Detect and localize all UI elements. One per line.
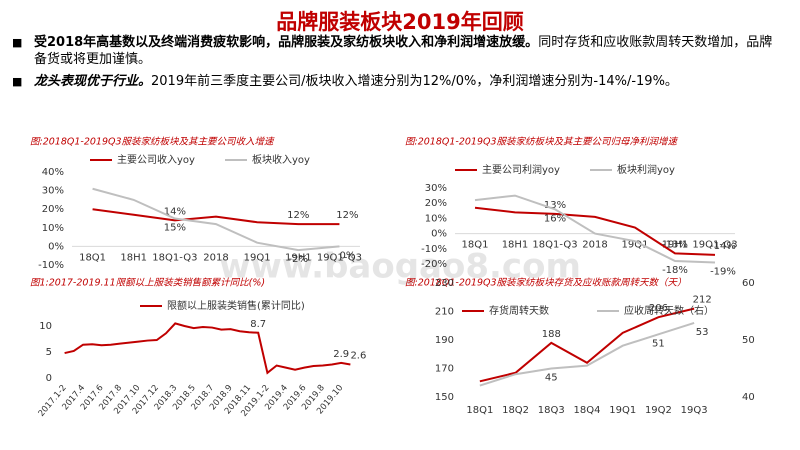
series-line xyxy=(479,321,695,387)
y-tick-label: 20% xyxy=(425,198,447,209)
x-tick-label: 18Q1 xyxy=(466,405,493,416)
bullet-bold: 龙头表现优于行业。 xyxy=(34,74,152,89)
y-tick-label: -20% xyxy=(421,259,447,270)
x-tick-label: 19H1 xyxy=(285,252,312,263)
y-tick-label: 0% xyxy=(431,229,447,240)
y-tick-label: 20% xyxy=(42,204,64,215)
series-line xyxy=(92,208,340,226)
y-tick-label: 190 xyxy=(435,335,454,346)
x-tick-label: 19Q3 xyxy=(681,405,708,416)
data-label: 13% xyxy=(544,200,566,211)
x-tick-label: 19Q1 xyxy=(609,405,636,416)
data-label: 53 xyxy=(696,327,709,338)
data-label: -19% xyxy=(710,266,736,277)
x-tick-label: 18Q1-Q3 xyxy=(532,240,577,251)
y-tick-label: 170 xyxy=(435,364,454,375)
legend-label: 存货周转天数 xyxy=(489,304,549,317)
x-tick-label: 2018 xyxy=(582,240,607,251)
x-tick-label: 19Q1-Q3 xyxy=(317,252,362,263)
y-tick-label: 0 xyxy=(46,373,52,384)
y-tick-label: 5 xyxy=(46,347,52,358)
x-tick-label: 19Q1-Q3 xyxy=(692,240,737,251)
bullet-text: 同时存货和应收账款周转天数增加，品牌备货或将更加谨慎。 xyxy=(34,35,773,67)
data-label: 12% xyxy=(287,210,309,221)
y2-tick-label: 40 xyxy=(742,392,755,403)
x-tick-label: 19H1 xyxy=(662,240,689,251)
data-label: 15% xyxy=(164,223,186,234)
y-tick-label: -10% xyxy=(38,260,64,271)
data-label: 14% xyxy=(164,206,186,217)
x-tick-label: 19Q2 xyxy=(645,405,672,416)
data-label: 12% xyxy=(336,210,358,221)
y-tick-label: 210 xyxy=(435,307,454,318)
x-tick-label: 18Q1 xyxy=(79,252,106,263)
data-label: 2.9 xyxy=(333,349,349,360)
data-label: 51 xyxy=(652,338,665,349)
y-tick-label: 150 xyxy=(435,392,454,403)
chart-title: 图:2018Q1-2019Q3服装家纺板块存货及应收账款周转天数（天） xyxy=(405,277,687,289)
data-label: 8.7 xyxy=(250,319,266,330)
data-label: 16% xyxy=(544,213,566,224)
y-tick-label: 30% xyxy=(42,186,64,197)
series-line xyxy=(64,322,351,375)
legend-label: 板块利润yoy xyxy=(617,163,675,176)
data-label: 45 xyxy=(545,373,558,384)
legend-label: 主要公司利润yoy xyxy=(482,163,560,176)
bullet-bold: 受2018年高基数以及终端消费疲软影响，品牌服装及家纺板块收入和净利润增速放缓。 xyxy=(34,35,539,50)
legend-label: 应收周转天数（右） xyxy=(624,304,714,317)
y-tick-label: 10% xyxy=(425,213,447,224)
x-tick-label: 19Q1 xyxy=(622,240,649,251)
y-tick-label: 230 xyxy=(435,278,454,289)
y-tick-label: 0% xyxy=(48,241,64,252)
data-label: -2% xyxy=(289,254,308,265)
x-tick-label: 19Q1 xyxy=(244,252,271,263)
x-tick-label: 18Q1-Q3 xyxy=(152,252,197,263)
x-tick-label: 18Q1 xyxy=(462,240,489,251)
y-tick-label: 30% xyxy=(425,183,447,194)
data-label: -14% xyxy=(710,241,736,252)
x-tick-label: 18Q3 xyxy=(538,405,565,416)
bullet: 龙头表现优于行业。2019年前三季度主要公司/板块收入增速分别为12%/0%，净… xyxy=(12,73,774,90)
data-label: 206 xyxy=(649,303,668,314)
data-label: 2.6 xyxy=(350,350,366,361)
series-line xyxy=(474,194,716,264)
y2-tick-label: 60 xyxy=(742,278,755,289)
y-tick-label: 10 xyxy=(39,321,52,332)
legend-label: 板块收入yoy xyxy=(252,153,310,166)
y-tick-label: -10% xyxy=(421,244,447,255)
x-tick-label: 2018 xyxy=(203,252,228,263)
data-label: -13% xyxy=(662,239,688,250)
legend-label: 限额以上服装类销售(累计同比) xyxy=(167,299,305,312)
y-tick-label: 40% xyxy=(42,167,64,178)
chart-title: 图:2018Q1-2019Q3服装家纺板块及其主要公司归母净利润增速 xyxy=(405,136,679,148)
chart-title: 图:2018Q1-2019Q3服装家纺板块及其主要公司收入增速 xyxy=(30,136,275,148)
data-label: 188 xyxy=(542,329,561,340)
series-line xyxy=(479,307,695,383)
y2-tick-label: 50 xyxy=(742,335,755,346)
x-tick-label: 18H1 xyxy=(502,240,529,251)
data-label: 212 xyxy=(693,295,712,306)
bullet-text: 2019年前三季度主要公司/板块收入增速分别为12%/0%，净利润增速分别为-1… xyxy=(151,74,678,89)
x-tick-label: 18Q4 xyxy=(574,405,601,416)
legend-label: 主要公司收入yoy xyxy=(117,153,195,166)
series-line xyxy=(474,206,716,256)
series-line xyxy=(92,187,340,252)
bullet: 受2018年高基数以及终端消费疲软影响，品牌服装及家纺板块收入和净利润增速放缓。… xyxy=(12,34,774,68)
chart-title: 图1:2017-2019.11限额以上服装类销售额累计同比(%) xyxy=(30,278,265,289)
y-tick-label: 10% xyxy=(42,223,64,234)
watermark: www.baogao8.com xyxy=(219,247,581,287)
x-tick-label: 18H1 xyxy=(120,252,147,263)
data-label: -18% xyxy=(662,265,688,276)
x-tick-label: 18Q2 xyxy=(502,405,529,416)
data-label: 0% xyxy=(339,250,355,261)
slide-title: 品牌服装板块2019年回顾 xyxy=(276,10,524,34)
